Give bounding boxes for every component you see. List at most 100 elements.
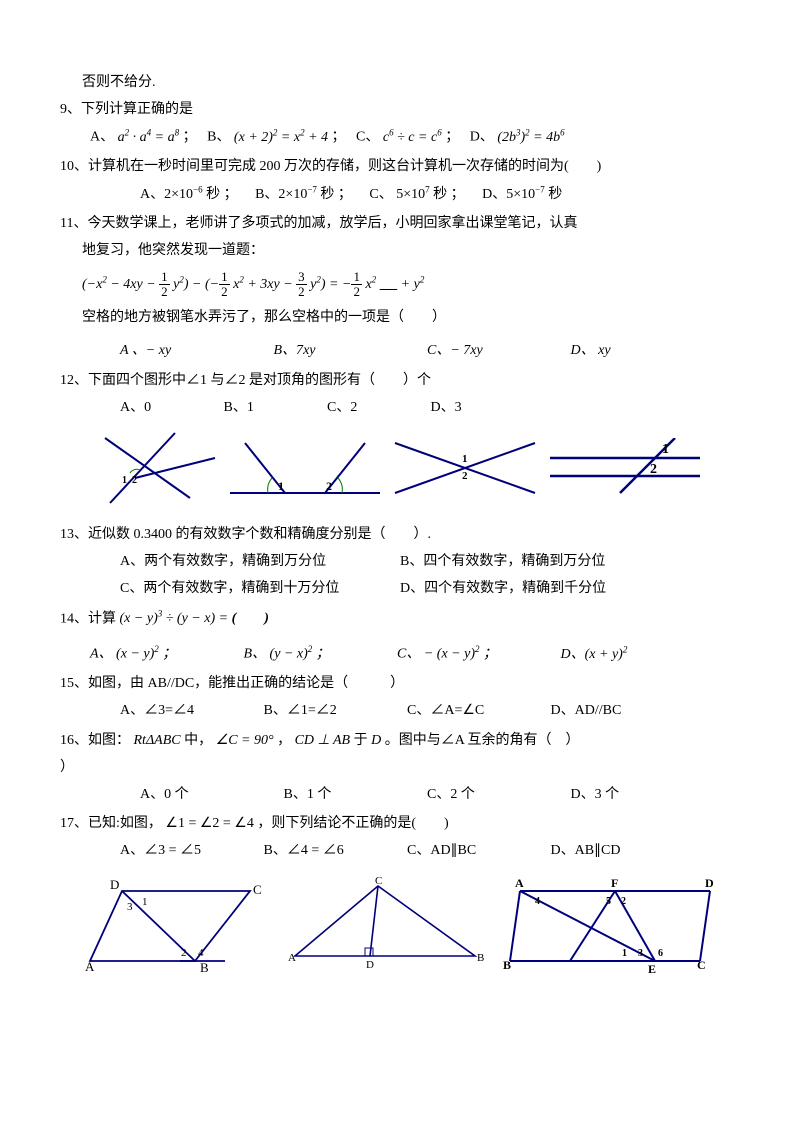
q14-stem-math: (x − y)3 ÷ (y − x) = ( ) <box>120 611 269 626</box>
q12-fig2: 1 2 <box>230 433 380 503</box>
q12-fig1: 1 2 <box>100 428 220 508</box>
svg-text:B: B <box>503 958 511 972</box>
q16-m4: D <box>371 733 381 748</box>
q13-row2: C、两个有效数字，精确到十万分位 D、四个有效数字，精确到千分位 <box>60 576 740 601</box>
question-17: 17、已知:如图， ∠1 = ∠2 = ∠4 ，则下列结论不正确的是( ) A、… <box>60 811 740 863</box>
q15-D: D、AD//BC <box>551 698 622 723</box>
q13-D: D、四个有效数字，精确到千分位 <box>400 576 606 601</box>
fig-q15: A B C D 1 3 2 4 <box>80 876 270 976</box>
q15-stem: 15、如图，由 AB//DC，能推出正确的结论是（ ） <box>60 671 740 696</box>
q11-line2: 地复习，他突然发现一道题： <box>60 238 740 263</box>
q16-D: D、3 个 <box>571 782 620 807</box>
q12-stem: 12、下面四个图形中∠1 与∠2 是对顶角的图形有（ ）个 <box>60 368 740 393</box>
svg-text:2: 2 <box>181 947 187 959</box>
q11-options: A 、− xy B、7xy C、− 7xy D、 xy <box>60 332 740 363</box>
q14-A: A、 (x − y)2 ； <box>90 641 240 667</box>
q9-A: A、 <box>90 130 114 145</box>
fig-q16: A B C D <box>280 876 490 976</box>
svg-text:A: A <box>288 952 296 964</box>
svg-text:1: 1 <box>462 453 468 465</box>
q14-stem-pre: 14、计算 <box>60 611 116 626</box>
svg-text:3: 3 <box>638 948 643 959</box>
q14-C: C、 − (x − y)2 ； <box>397 641 557 667</box>
svg-text:C: C <box>253 882 262 897</box>
svg-text:1: 1 <box>278 479 284 493</box>
q13-B: B、四个有效数字，精确到万分位 <box>400 549 605 574</box>
svg-text:1: 1 <box>142 896 148 908</box>
svg-text:1: 1 <box>122 475 127 486</box>
q14-options: A、 (x − y)2 ； B、 (y − x)2 ； C、 − (x − y)… <box>60 633 740 667</box>
q14-B: B、 (y − x)2 ； <box>244 641 394 667</box>
q9-D-math: (2b3)2 = 4b6 <box>497 130 564 145</box>
q16-m1: RtΔABC <box>134 733 181 748</box>
q12-figures: 1 2 1 2 1 2 1 2 <box>60 422 740 518</box>
q12-options: A、0 B、1 C、2 D、3 <box>60 395 740 420</box>
svg-text:2: 2 <box>621 896 626 907</box>
q9-options: A、 a2 · a4 = a8 ； B、 (x + 2)2 = x2 + 4 ；… <box>60 124 740 150</box>
q12-A: A、0 <box>120 395 220 420</box>
q15-B: B、∠1=∠2 <box>264 698 404 723</box>
q16-C: C、2 个 <box>427 782 567 807</box>
q13-row1: A、两个有效数字，精确到万分位 B、四个有效数字，精确到万分位 <box>60 549 740 574</box>
q16-after: 。图中与∠A 互余的角有（ ） <box>385 733 580 748</box>
q16-A: A、0 个 <box>140 782 280 807</box>
question-12: 12、下面四个图形中∠1 与∠2 是对顶角的图形有（ ）个 A、0 B、1 C、… <box>60 368 740 518</box>
q9-stem: 9、下列计算正确的是 <box>60 97 740 122</box>
q13-C: C、两个有效数字，精确到十万分位 <box>120 576 400 601</box>
q9-C: C、 <box>356 130 379 145</box>
q16-pre: 16、如图： <box>60 733 130 748</box>
svg-text:A: A <box>85 959 95 974</box>
q16-stem: 16、如图： RtΔABC 中， ∠C = 90° ， CD ⊥ AB 于 D … <box>60 728 740 753</box>
question-9: 9、下列计算正确的是 A、 a2 · a4 = a8 ； B、 (x + 2)2… <box>60 97 740 150</box>
question-14: 14、计算 (x − y)3 ÷ (y − x) = ( ) A、 (x − y… <box>60 606 740 668</box>
q10-options: A、2×10−6 秒 ； B、2×10−7 秒 ； C、 5×107 秒 ； D… <box>60 181 740 207</box>
svg-text:2: 2 <box>462 470 468 482</box>
q15-A: A、∠3=∠4 <box>120 698 260 723</box>
q17-stem: 17、已知:如图， ∠1 = ∠2 = ∠4 ，则下列结论不正确的是( ) <box>60 811 740 836</box>
svg-text:5: 5 <box>606 896 611 907</box>
q11-C: C、− 7xy <box>427 338 567 363</box>
q10-A: A、2×10−6 秒 ； <box>140 187 238 202</box>
svg-text:D: D <box>705 876 714 890</box>
q11-D: D、 xy <box>571 338 611 363</box>
svg-text:B: B <box>477 952 484 964</box>
q11-B: B、7xy <box>274 338 424 363</box>
question-13: 13、近似数 0.3400 的有效数字个数和精确度分别是（ ）. A、两个有效数… <box>60 522 740 602</box>
q17-m: ∠1 = ∠2 = ∠4 <box>165 816 253 831</box>
q15-C: C、∠A=∠C <box>407 698 547 723</box>
svg-text:4: 4 <box>198 947 204 959</box>
bottom-figures: A B C D 1 3 2 4 A B C D A D B C E F 4 5 … <box>60 868 740 976</box>
question-16: 16、如图： RtΔABC 中， ∠C = 90° ， CD ⊥ AB 于 D … <box>60 728 740 808</box>
question-10: 10、计算机在一秒时间里可完成 200 万次的存储，则这台计算机一次存储的时间为… <box>60 154 740 207</box>
q15-options: A、∠3=∠4 B、∠1=∠2 C、∠A=∠C D、AD//BC <box>60 698 740 723</box>
q16-close: ） <box>60 755 740 780</box>
q11-line1: 11、今天数学课上，老师讲了多项式的加减，放学后，小明回家拿出课堂笔记，认真 <box>60 211 740 236</box>
q12-D: D、3 <box>431 395 462 420</box>
q17-B: B、∠4 = ∠6 <box>264 838 404 863</box>
svg-text:D: D <box>110 877 119 892</box>
q16-options: A、0 个 B、1 个 C、2 个 D、3 个 <box>60 782 740 807</box>
q10-B: B、2×10−7 秒 ； <box>255 187 352 202</box>
svg-text:2: 2 <box>326 479 332 493</box>
q9-B-math: (x + 2)2 = x2 + 4 <box>234 130 328 145</box>
svg-text:A: A <box>515 876 524 890</box>
q10-D: D、5×10−7 秒 <box>482 187 562 202</box>
q17-A: A、∠3 = ∠5 <box>120 838 260 863</box>
svg-text:1: 1 <box>662 442 669 457</box>
q10-stem: 10、计算机在一秒时间里可完成 200 万次的存储，则这台计算机一次存储的时间为… <box>60 154 740 179</box>
svg-text:1: 1 <box>622 948 627 959</box>
q16-mid1: 中， <box>184 733 212 748</box>
svg-text:4: 4 <box>535 896 540 907</box>
q13-A: A、两个有效数字，精确到万分位 <box>120 549 400 574</box>
fig-q17: A D B C E F 4 5 2 1 3 6 <box>500 876 720 976</box>
svg-text:B: B <box>200 960 209 975</box>
q9-A-math: a2 · a4 = a8 <box>118 130 179 145</box>
q17-C: C、AD∥BC <box>407 838 547 863</box>
svg-text:D: D <box>366 959 374 971</box>
q17-D: D、AB∥CD <box>551 838 621 863</box>
q17-after: ，则下列结论不正确的是( ) <box>257 816 448 831</box>
svg-text:F: F <box>611 876 618 890</box>
q16-mid3: 于 <box>354 733 368 748</box>
q12-B: B、1 <box>224 395 324 420</box>
question-11: 11、今天数学课上，老师讲了多项式的加减，放学后，小明回家拿出课堂笔记，认真 地… <box>60 211 740 363</box>
